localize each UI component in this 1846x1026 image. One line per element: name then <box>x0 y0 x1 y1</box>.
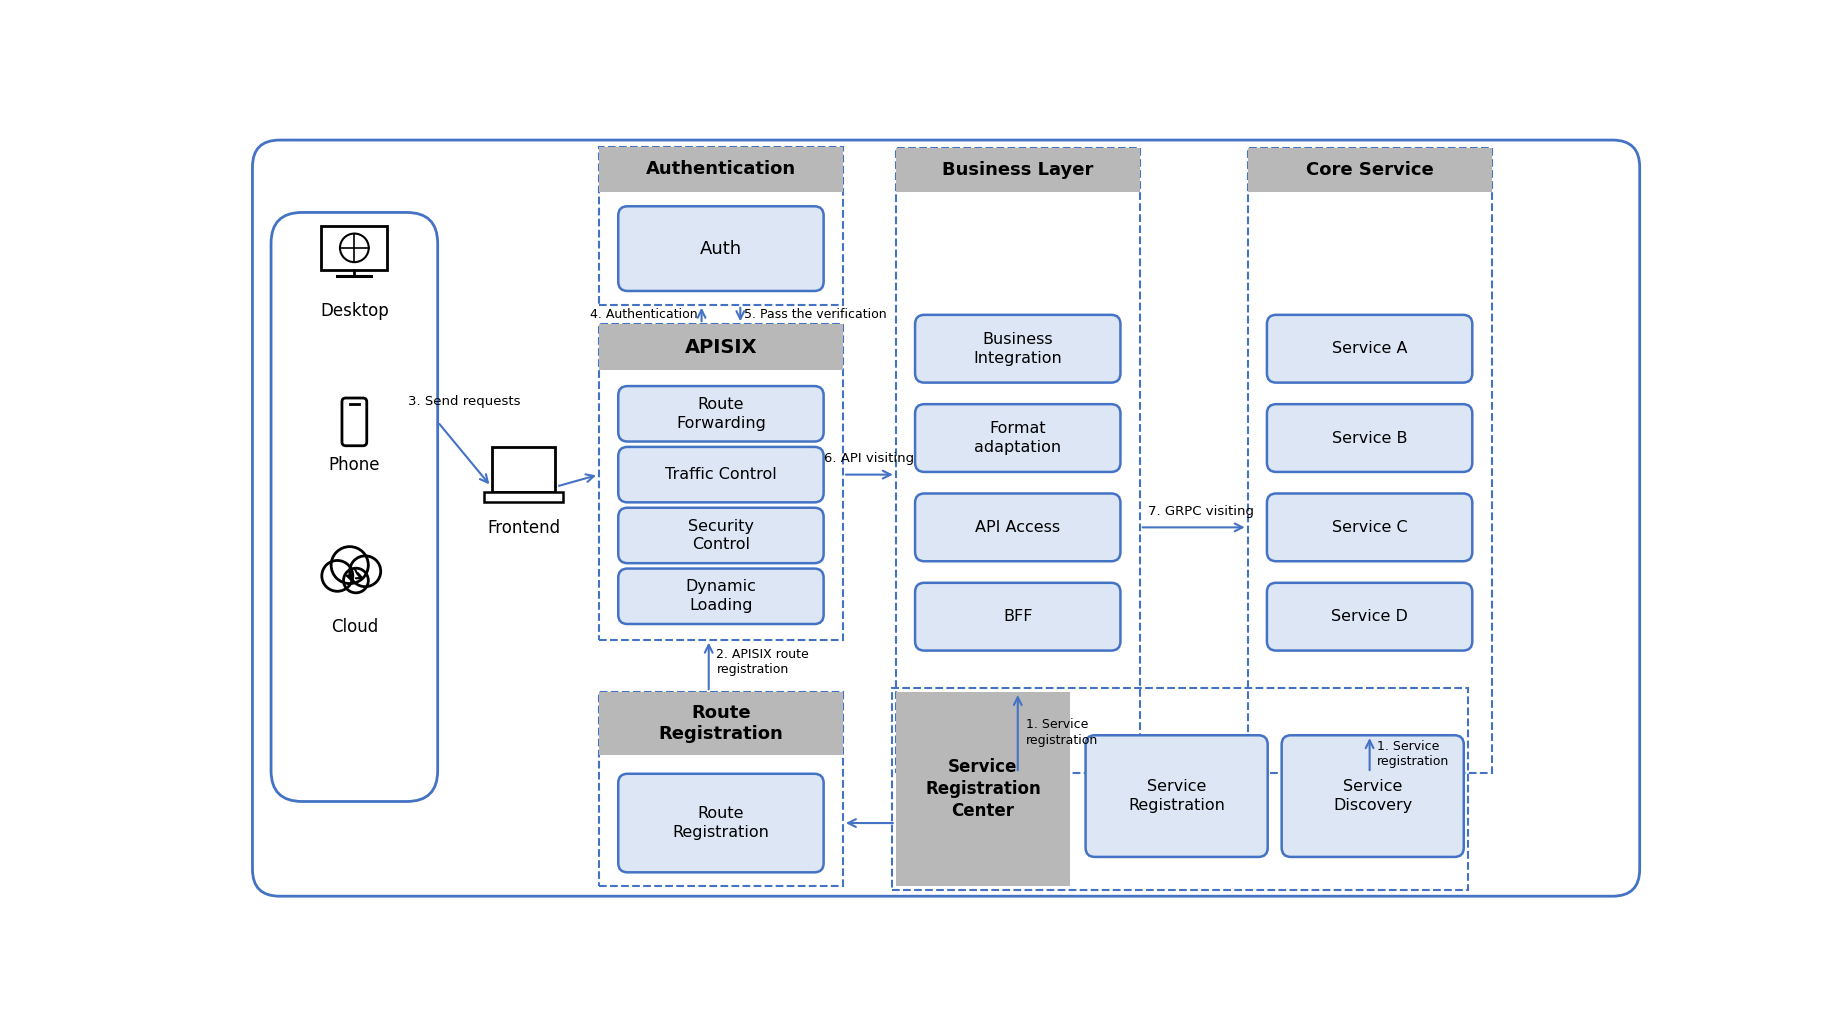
Text: 1. Service
registration: 1. Service registration <box>1026 718 1098 747</box>
Text: 3. Send requests: 3. Send requests <box>408 395 521 408</box>
Bar <box>895 148 1139 773</box>
Text: Phone: Phone <box>329 456 380 474</box>
Circle shape <box>321 560 353 591</box>
Circle shape <box>349 556 380 587</box>
FancyBboxPatch shape <box>618 447 823 503</box>
Text: Business
Integration: Business Integration <box>973 332 1061 365</box>
Text: 5. Pass the verification: 5. Pass the verification <box>744 308 886 321</box>
FancyBboxPatch shape <box>618 508 823 563</box>
Bar <box>598 693 844 886</box>
FancyBboxPatch shape <box>1266 583 1473 650</box>
FancyBboxPatch shape <box>916 494 1121 561</box>
FancyBboxPatch shape <box>1266 404 1473 472</box>
Bar <box>892 688 1468 890</box>
Text: Service A: Service A <box>1331 342 1407 356</box>
Bar <box>1248 148 1492 193</box>
Text: BFF: BFF <box>1002 609 1032 624</box>
Text: Frontend: Frontend <box>487 519 561 538</box>
Bar <box>598 324 844 640</box>
Text: 2. APISIX route
registration: 2. APISIX route registration <box>716 647 809 676</box>
Bar <box>321 226 388 270</box>
Bar <box>895 693 1071 886</box>
Bar <box>491 447 556 491</box>
Bar <box>895 148 1139 193</box>
Text: Auth: Auth <box>700 240 742 258</box>
FancyBboxPatch shape <box>618 206 823 291</box>
Text: 4. Authentication: 4. Authentication <box>591 308 698 321</box>
Text: Cloud: Cloud <box>330 618 378 636</box>
FancyBboxPatch shape <box>1281 736 1464 857</box>
Text: Service B: Service B <box>1331 431 1407 445</box>
FancyBboxPatch shape <box>916 583 1121 650</box>
FancyBboxPatch shape <box>1266 494 1473 561</box>
Text: Core Service: Core Service <box>1305 161 1434 180</box>
Bar <box>1248 148 1492 773</box>
Text: 1. Service
registration: 1. Service registration <box>1377 740 1449 768</box>
Text: Service
Registration: Service Registration <box>1128 780 1226 813</box>
Bar <box>598 693 844 755</box>
Text: Route
Forwarding: Route Forwarding <box>676 397 766 431</box>
Bar <box>598 147 844 192</box>
Text: Service
Discovery: Service Discovery <box>1333 780 1412 813</box>
Text: Traffic Control: Traffic Control <box>665 467 777 482</box>
Text: Service
Registration
Center: Service Registration Center <box>925 758 1041 821</box>
Text: Desktop: Desktop <box>319 302 390 320</box>
Text: Route
Registration: Route Registration <box>672 806 770 840</box>
Text: 7. GRPC visiting: 7. GRPC visiting <box>1148 505 1253 518</box>
FancyBboxPatch shape <box>1085 736 1268 857</box>
Text: Authentication: Authentication <box>646 160 796 179</box>
Text: Security
Control: Security Control <box>689 519 753 552</box>
Text: Service C: Service C <box>1331 520 1407 535</box>
FancyBboxPatch shape <box>1266 315 1473 383</box>
Bar <box>484 491 563 502</box>
Text: Service D: Service D <box>1331 609 1408 624</box>
Bar <box>598 324 844 370</box>
Text: Route
Registration: Route Registration <box>659 704 783 744</box>
Bar <box>598 147 844 305</box>
Text: Business Layer: Business Layer <box>941 161 1093 180</box>
Text: APISIX: APISIX <box>685 338 757 357</box>
Circle shape <box>330 547 369 584</box>
FancyBboxPatch shape <box>342 398 367 445</box>
FancyBboxPatch shape <box>618 774 823 872</box>
FancyBboxPatch shape <box>916 315 1121 383</box>
Text: Dynamic
Loading: Dynamic Loading <box>685 580 757 614</box>
Text: 6. API visiting: 6. API visiting <box>825 452 914 466</box>
Circle shape <box>343 568 369 593</box>
Text: API Access: API Access <box>975 520 1060 535</box>
FancyBboxPatch shape <box>916 404 1121 472</box>
FancyBboxPatch shape <box>618 386 823 441</box>
FancyBboxPatch shape <box>618 568 823 624</box>
Text: Format
adaptation: Format adaptation <box>975 422 1061 455</box>
